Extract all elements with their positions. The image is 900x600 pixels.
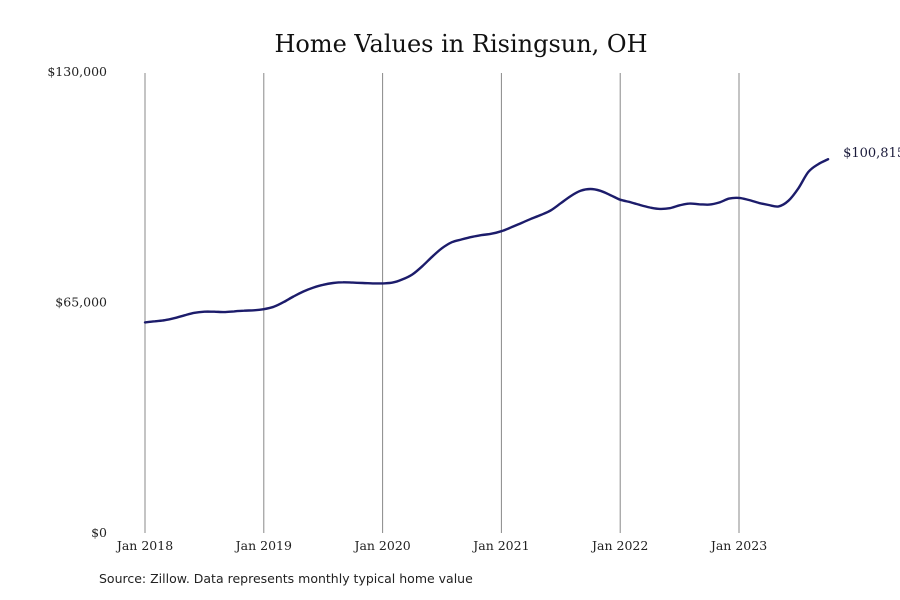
x-tick-label: Jan 2019 [234, 538, 292, 553]
y-tick-label: $0 [91, 525, 107, 540]
x-tick-label: Jan 2020 [352, 538, 410, 553]
end-value-label: $100,815 [843, 146, 900, 161]
series-line-home-value [143, 158, 830, 324]
x-axis-ticks: Jan 2018 Jan 2019 Jan 2020 Jan 2021 Jan 2022… [115, 538, 767, 553]
y-axis-ticks: $0 $65,000 $130,000 [47, 64, 107, 540]
x-tick-label: Jan 2023 [709, 538, 767, 553]
y-tick-label: $130,000 [47, 64, 107, 79]
y-tick-label: $65,000 [55, 295, 107, 310]
x-tick-label: Jan 2022 [590, 538, 648, 553]
gridlines [144, 73, 740, 533]
x-tick-label: Jan 2021 [471, 538, 529, 553]
x-tick-label: Jan 2018 [115, 538, 173, 553]
source-note: Source: Zillow. Data represents monthly … [99, 571, 473, 586]
chart-title: Home Values in Risingsun, OH [274, 30, 647, 58]
